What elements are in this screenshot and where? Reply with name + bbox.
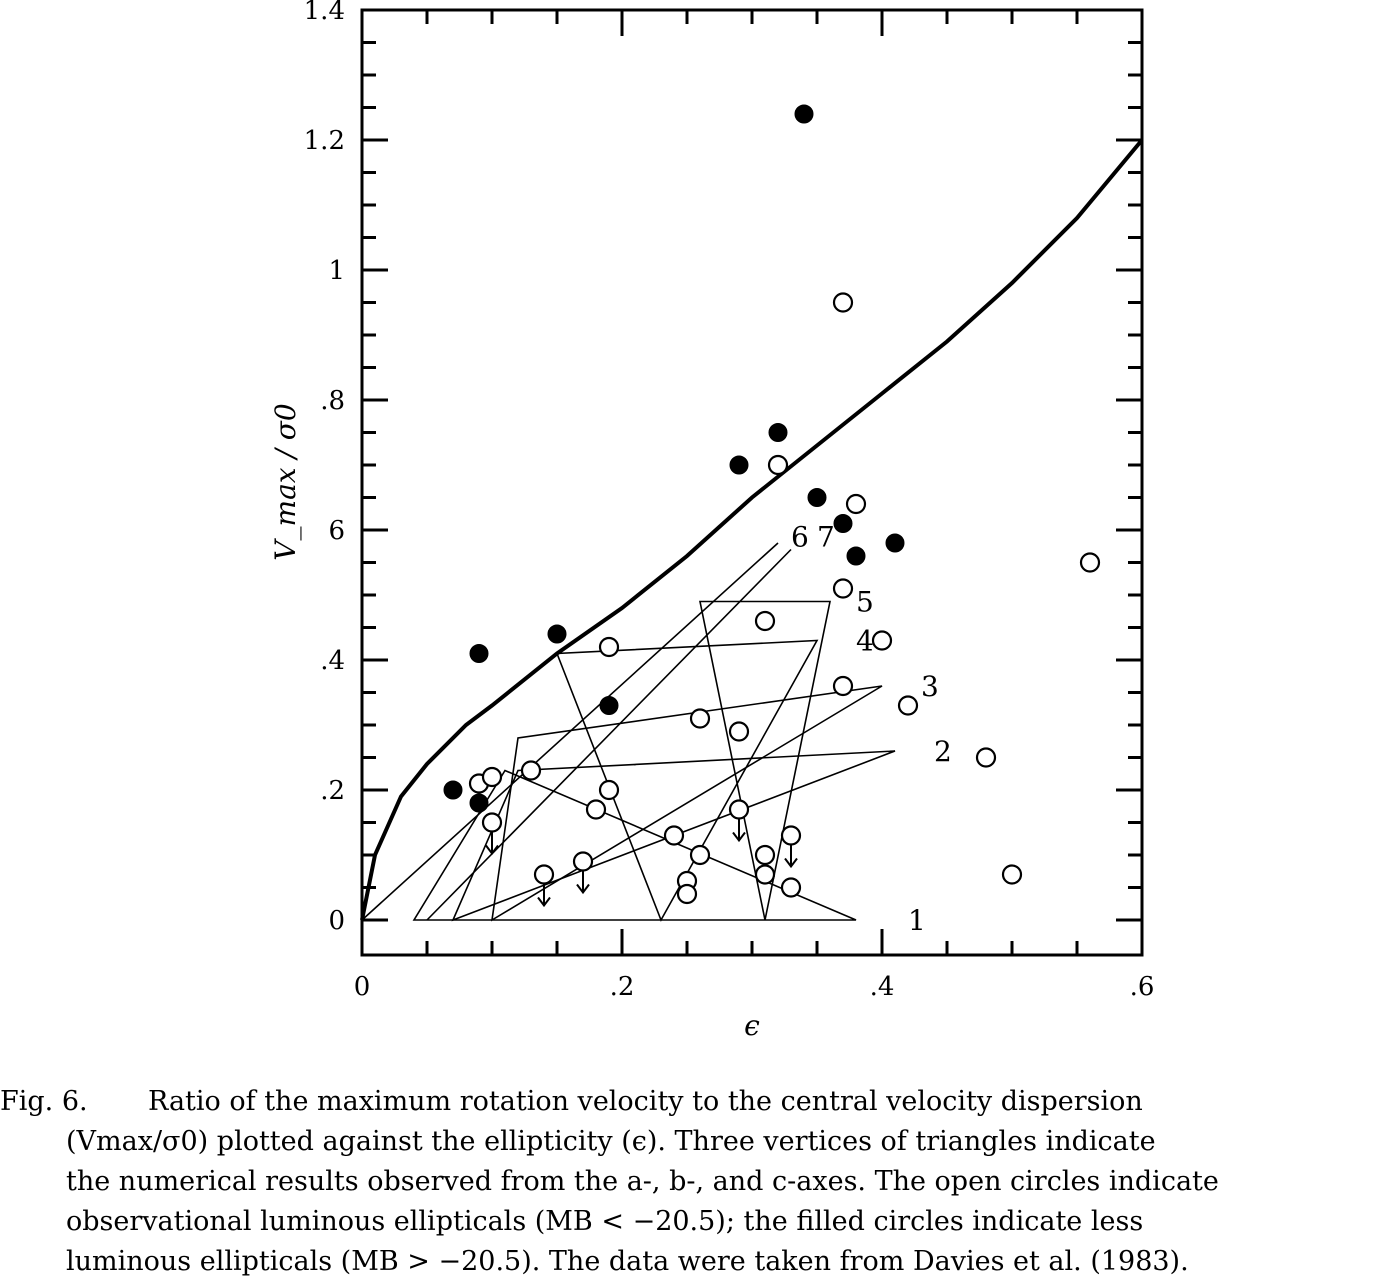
y-tick-label: .8 xyxy=(320,386,345,416)
filled-circle-point xyxy=(833,514,853,533)
open-circle-point xyxy=(832,578,854,599)
model-triangle-1 xyxy=(412,769,857,921)
triangle-label-2: 2 xyxy=(934,735,952,768)
caption-line-3: the numerical results observed from the … xyxy=(66,1166,1219,1197)
upper-limit-arrow-head xyxy=(732,831,746,843)
y-tick-label: .2 xyxy=(320,776,345,806)
caption-fig-label: Fig. 6. xyxy=(0,1086,88,1117)
upper-limit-circle xyxy=(533,864,555,885)
triangle-label-7: 7 xyxy=(817,521,835,554)
caption-text-1: Ratio of the maximum rotation velocity t… xyxy=(148,1086,1143,1117)
filled-circle-point xyxy=(599,696,619,715)
x-tick-labels: 0 .2 .4 .6 xyxy=(354,972,1155,1002)
caption-line-5: luminous ellipticals (MB > −20.5). The d… xyxy=(66,1246,1189,1277)
open-circle-point xyxy=(728,721,750,742)
y-tick-label: 1 xyxy=(328,256,345,286)
open-circle-point xyxy=(598,636,620,658)
y-tick-label: .4 xyxy=(320,646,345,676)
triangle-label-1: 1 xyxy=(908,904,926,937)
x-tick-label: 0 xyxy=(354,972,371,1002)
upper-limit-circle xyxy=(572,851,594,872)
filled-circle-point xyxy=(729,455,749,475)
data-points xyxy=(443,104,1101,908)
open-circle-point xyxy=(689,708,711,729)
open-circle-point xyxy=(767,454,789,476)
filled-circle-point xyxy=(469,644,489,663)
triangle-group: 1 2 3 4 5 6 7 xyxy=(361,521,952,937)
scatter-plot: 0 .2 .4 .6 0 .2 .4 6 .8 1 1.2 1.4 ϵ V_max / σ0 1 2 3… xyxy=(269,0,1155,1042)
x-tick-label: .2 xyxy=(610,972,635,1002)
caption-line-4: observational luminous ellipticals (MB <… xyxy=(66,1206,1144,1237)
upper-limit-arrow-head xyxy=(784,857,798,869)
model-triangle-6 xyxy=(361,542,779,921)
open-circle-point xyxy=(520,760,542,781)
open-circle-point xyxy=(780,877,802,898)
triangle-label-6: 6 xyxy=(791,521,809,554)
open-circle-point xyxy=(676,883,698,905)
open-circle-point xyxy=(845,493,867,515)
filled-circle-point xyxy=(885,533,905,553)
filled-circle-point xyxy=(807,488,827,507)
open-circle-point xyxy=(975,747,997,768)
open-circle-point xyxy=(1079,552,1101,573)
y-axis-label: V_max / σ0 xyxy=(269,403,302,560)
y-tick-label: 0 xyxy=(328,906,345,936)
x-tick-label: .6 xyxy=(1130,972,1155,1002)
open-circle-point xyxy=(832,292,854,313)
x-axis-label: ϵ xyxy=(744,1009,760,1042)
isotropic-rotator-curve xyxy=(360,138,1144,921)
y-tick-labels: 0 .2 .4 6 .8 1 1.2 1.4 xyxy=(304,0,345,936)
axis-ticks xyxy=(360,8,1144,955)
x-tick-label: .4 xyxy=(870,972,895,1002)
filled-circle-point xyxy=(443,780,463,800)
filled-circle-point xyxy=(846,546,866,566)
filled-circle-point xyxy=(794,104,814,124)
open-circle-point xyxy=(832,675,854,697)
triangle-label-5: 5 xyxy=(856,586,874,619)
open-circle-point xyxy=(663,825,685,846)
filled-circle-point xyxy=(547,624,567,644)
y-tick-label: 1.4 xyxy=(304,0,345,26)
y-tick-label: 1.2 xyxy=(304,126,345,156)
open-circle-point xyxy=(689,844,711,866)
filled-circle-point xyxy=(469,793,489,813)
open-circle-point xyxy=(481,766,503,788)
triangle-label-4: 4 xyxy=(856,625,874,658)
caption-line-2: (Vmax/σ0) plotted against the ellipticit… xyxy=(66,1126,1156,1157)
open-circle-point xyxy=(871,630,893,651)
open-circle-point xyxy=(754,610,776,632)
upper-limit-circle xyxy=(780,825,802,846)
open-circle-point xyxy=(598,779,620,801)
y-tick-label: 6 xyxy=(328,516,345,546)
upper-limit-arrow-head xyxy=(485,844,499,856)
caption-line-1: Fig. 6. Ratio of the maximum rotation vel… xyxy=(0,1082,1387,1122)
upper-limit-arrow-head xyxy=(576,883,590,895)
triangle-label-3: 3 xyxy=(921,670,939,703)
open-circle-point xyxy=(754,844,776,866)
open-circle-point xyxy=(1001,864,1023,885)
upper-limit-circle xyxy=(728,799,750,820)
filled-circle-point xyxy=(768,423,788,442)
upper-limit-arrow-head xyxy=(537,896,551,908)
open-circle-point xyxy=(585,799,607,820)
model-triangle-7 xyxy=(426,548,792,921)
open-circle-point xyxy=(897,695,919,716)
open-circle-point xyxy=(754,864,776,885)
upper-limit-circle xyxy=(481,812,503,833)
figure-caption: Fig. 6. Ratio of the maximum rotation vel… xyxy=(0,1082,1387,1282)
model-triangle-5 xyxy=(699,600,831,921)
